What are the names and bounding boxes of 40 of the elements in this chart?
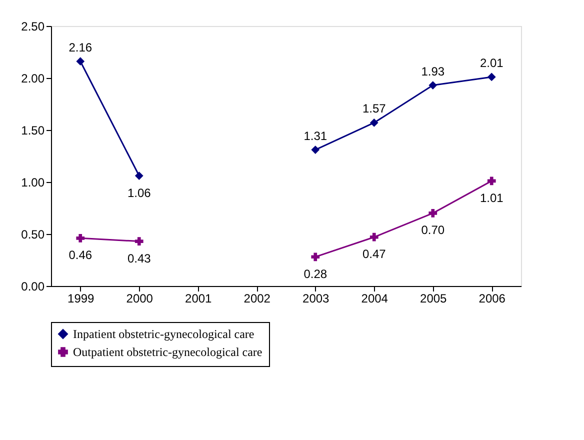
point xyxy=(76,234,85,242)
data-label: 1.57 xyxy=(362,102,386,116)
x-tick-label: 2003 xyxy=(302,292,330,306)
y-tick-label: 0.00 xyxy=(21,280,45,294)
data-label: 0.46 xyxy=(68,248,92,262)
point xyxy=(311,146,320,154)
point xyxy=(76,57,85,66)
x-tick-label: 2005 xyxy=(420,292,448,306)
data-label: 1.01 xyxy=(480,190,504,205)
point xyxy=(370,118,378,127)
data-label: 1.06 xyxy=(127,186,152,200)
point xyxy=(370,232,378,242)
x-tick-label: 1999 xyxy=(68,292,95,306)
point xyxy=(487,176,496,186)
legend-label: Inpatient obstetric-gynecological care xyxy=(73,327,254,341)
point xyxy=(134,237,144,246)
x-tick-label: 2000 xyxy=(126,292,154,306)
y-tick-label: 2.00 xyxy=(21,72,45,86)
data-label: 0.47 xyxy=(362,247,386,262)
data-label: 1.31 xyxy=(304,128,328,143)
point xyxy=(428,209,438,218)
point xyxy=(428,81,438,90)
data-label: 0.28 xyxy=(304,266,328,281)
y-tick-label: 0.50 xyxy=(21,228,45,242)
data-label: 0.43 xyxy=(127,251,152,266)
legend-label: Outpatient obstetric-gynecological care xyxy=(73,345,262,359)
y-tick-label: 2.50 xyxy=(21,20,45,34)
point xyxy=(311,252,320,262)
x-tick-label: 2001 xyxy=(185,292,212,306)
x-tick-label: 2004 xyxy=(361,292,388,306)
y-tick-label: 1.50 xyxy=(21,124,45,138)
data-label: 2.01 xyxy=(480,56,504,70)
data-label: 0.70 xyxy=(421,223,445,238)
point xyxy=(487,72,496,82)
y-tick-label: 1.00 xyxy=(21,176,45,190)
x-tick-label: 2002 xyxy=(244,292,271,306)
point xyxy=(134,172,144,180)
data-label: 2.16 xyxy=(68,40,92,54)
x-tick-label: 2006 xyxy=(478,292,506,306)
data-label: 1.93 xyxy=(421,64,445,78)
